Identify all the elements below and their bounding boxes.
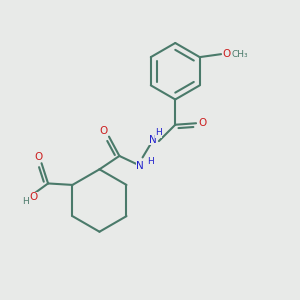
Text: O: O xyxy=(222,49,231,59)
Text: N: N xyxy=(136,161,144,171)
Text: H: H xyxy=(22,197,28,206)
Text: H: H xyxy=(148,158,154,166)
Text: O: O xyxy=(198,118,206,128)
Text: O: O xyxy=(34,152,43,162)
Text: O: O xyxy=(100,126,108,136)
Text: O: O xyxy=(29,192,38,203)
Text: H: H xyxy=(155,128,162,137)
Text: N: N xyxy=(148,135,156,145)
Text: CH₃: CH₃ xyxy=(231,50,248,58)
